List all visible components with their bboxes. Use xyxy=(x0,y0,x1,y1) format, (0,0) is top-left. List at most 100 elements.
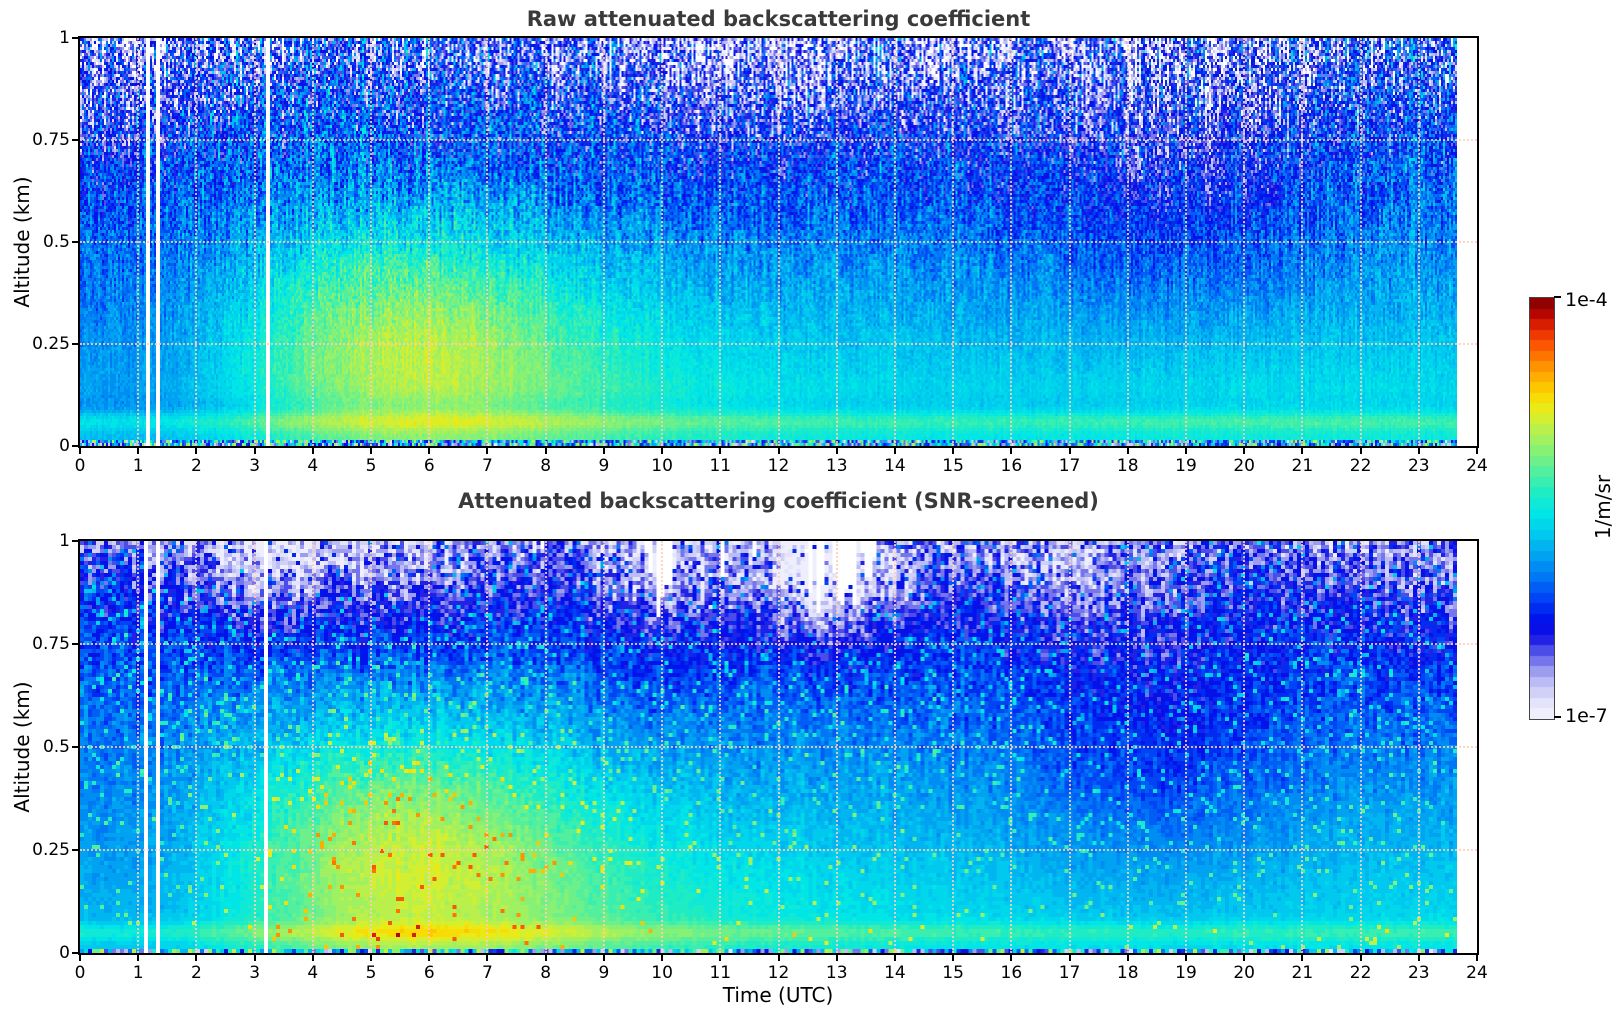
horizontal-gridline xyxy=(80,343,1477,345)
y-tick-label: 0.75 xyxy=(32,634,70,654)
colorbar-unit-label: 1/m/sr xyxy=(1591,474,1615,540)
x-tick-label: 10 xyxy=(651,456,673,476)
x-tick xyxy=(1301,446,1304,454)
horizontal-gridline xyxy=(80,746,1477,748)
x-tick xyxy=(1417,446,1420,454)
y-tick xyxy=(72,343,80,345)
x-tick xyxy=(428,446,431,454)
x-tick-label: 4 xyxy=(307,963,319,983)
x-tick xyxy=(835,953,838,961)
colorbar-max-label: 1e-4 xyxy=(1565,289,1608,311)
panel1-title: Raw attenuated backscattering coefficien… xyxy=(526,7,1031,31)
x-tick-label: 14 xyxy=(884,963,906,983)
x-tick xyxy=(952,446,955,454)
panel2-title: Attenuated backscattering coefficient (S… xyxy=(458,489,1099,513)
x-tick xyxy=(544,446,547,454)
x-tick xyxy=(544,953,547,961)
y-tick xyxy=(72,540,80,542)
x-tick xyxy=(1010,953,1013,961)
x-tick-label: 13 xyxy=(825,456,848,476)
x-tick-label: 1 xyxy=(132,963,144,983)
y-tick-label: 0.25 xyxy=(32,334,70,354)
x-tick-label: 12 xyxy=(767,456,790,476)
x-tick xyxy=(602,953,605,961)
x-tick-label: 1 xyxy=(132,456,144,476)
x-tick-label: 22 xyxy=(1349,456,1372,476)
x-tick xyxy=(1359,953,1362,961)
x-tick xyxy=(661,953,664,961)
y-tick xyxy=(72,241,80,243)
x-tick xyxy=(1476,446,1478,454)
y-tick-label: 1 xyxy=(59,28,70,48)
x-tick xyxy=(719,446,722,454)
x-tick-label: 7 xyxy=(482,963,493,983)
y-tick-label: 0.5 xyxy=(42,232,70,252)
x-tick-label: 11 xyxy=(709,963,732,983)
x-tick xyxy=(661,446,664,454)
x-tick-label: 16 xyxy=(1000,456,1023,476)
y-tick xyxy=(72,643,80,645)
x-tick xyxy=(1126,953,1129,961)
x-tick-label: 21 xyxy=(1291,456,1314,476)
horizontal-gridline xyxy=(80,643,1477,645)
y-tick xyxy=(72,139,80,141)
x-tick-label: 24 xyxy=(1466,456,1488,476)
x-tick-label: 17 xyxy=(1058,963,1081,983)
colorbar-top-tick xyxy=(1554,296,1561,298)
x-tick-label: 6 xyxy=(423,456,435,476)
x-tick xyxy=(1068,953,1071,961)
x-tick xyxy=(1476,953,1478,961)
x-tick-label: 20 xyxy=(1233,963,1255,983)
x-tick xyxy=(893,953,896,961)
colorbar-bottom-tick xyxy=(1554,716,1561,718)
horizontal-gridline xyxy=(80,241,1477,243)
y-tick-label: 0 xyxy=(59,943,70,963)
x-tick xyxy=(777,446,780,454)
x-tick xyxy=(1010,446,1013,454)
x-tick xyxy=(893,446,896,454)
x-tick-label: 9 xyxy=(598,963,610,983)
x-tick-label: 14 xyxy=(884,456,906,476)
horizontal-gridline xyxy=(80,139,1477,141)
x-tick-label: 5 xyxy=(365,963,377,983)
x-tick-label: 13 xyxy=(825,963,848,983)
x-tick-label: 9 xyxy=(598,456,610,476)
x-tick xyxy=(195,953,198,961)
x-tick xyxy=(137,446,140,454)
x-tick xyxy=(486,446,489,454)
x-tick-label: 0 xyxy=(74,963,86,983)
x-tick xyxy=(777,953,780,961)
x-tick-label: 7 xyxy=(482,456,493,476)
y-tick-label: 0 xyxy=(59,436,70,456)
x-tick-label: 5 xyxy=(365,456,377,476)
x-tick xyxy=(195,446,198,454)
x-tick-label: 2 xyxy=(190,456,202,476)
x-tick-label: 2 xyxy=(190,963,202,983)
x-tick xyxy=(602,446,605,454)
x-tick-label: 3 xyxy=(249,963,261,983)
x-tick-label: 0 xyxy=(74,456,86,476)
x-tick xyxy=(79,446,81,454)
x-tick xyxy=(370,446,373,454)
y-tick xyxy=(72,445,80,447)
x-tick xyxy=(253,953,256,961)
x-tick xyxy=(253,446,256,454)
y-tick xyxy=(72,746,80,748)
x-tick-label: 16 xyxy=(1000,963,1023,983)
x-tick-label: 23 xyxy=(1407,963,1430,983)
x-tick-label: 15 xyxy=(942,963,964,983)
y-tick xyxy=(72,37,80,39)
x-tick xyxy=(835,446,838,454)
x-tick xyxy=(1417,953,1420,961)
x-tick xyxy=(428,953,431,961)
x-tick-label: 15 xyxy=(942,456,964,476)
x-tick-label: 23 xyxy=(1407,456,1430,476)
x-tick xyxy=(952,953,955,961)
x-tick-label: 3 xyxy=(249,456,261,476)
x-tick xyxy=(137,953,140,961)
x-tick-label: 18 xyxy=(1116,963,1139,983)
x-tick xyxy=(1243,953,1246,961)
x-tick-label: 18 xyxy=(1116,456,1139,476)
y-tick xyxy=(72,849,80,851)
x-tick-label: 24 xyxy=(1466,963,1488,983)
